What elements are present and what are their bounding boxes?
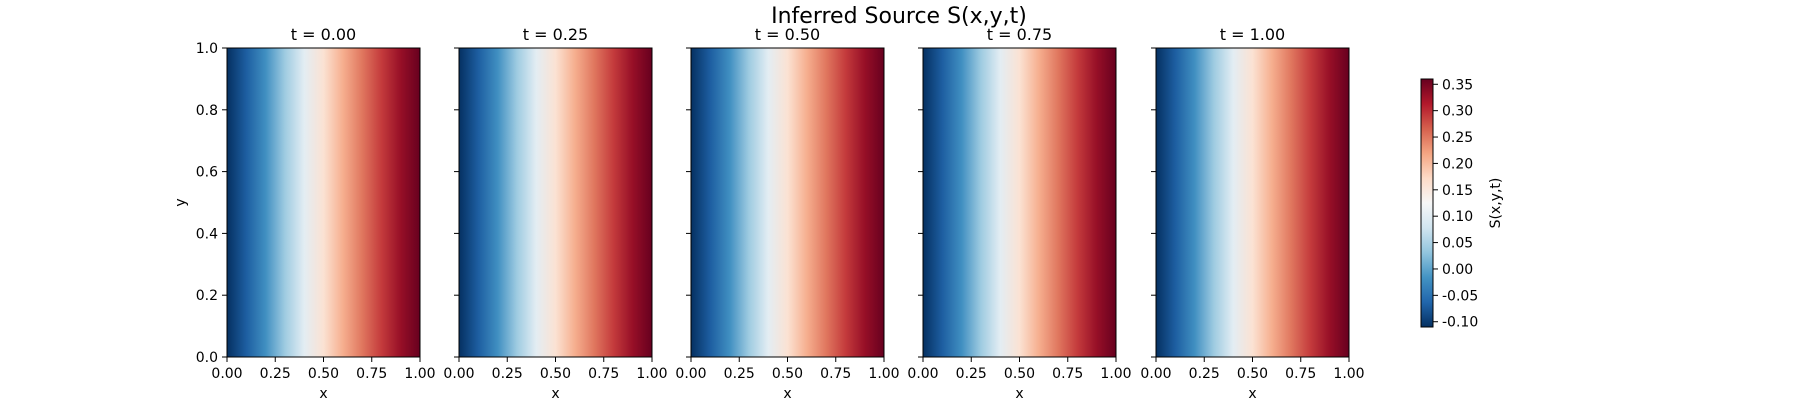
colorbar-tick-label: 0.00: [1442, 262, 1473, 278]
panel-title: t = 0.25: [523, 25, 588, 44]
colorbar-frame: [1420, 78, 1434, 328]
x-tick-label: 0.25: [724, 366, 755, 382]
heatmap-panel: t = 0.50 0.00 0.25 0.50 0.75 1.00 x: [675, 25, 899, 400]
x-tick-label: 0.00: [907, 366, 938, 382]
x-tick-label: 0.00: [211, 366, 242, 382]
colorbar-tick-label: -0.05: [1442, 288, 1478, 304]
x-axis-label: x: [783, 386, 791, 400]
x-tick-label: 0.75: [356, 366, 387, 382]
y-tick-label: 0.8: [196, 103, 218, 119]
x-tick-label: 1.00: [636, 366, 667, 382]
y-tick-label: 0.6: [196, 165, 218, 181]
x-tick-label: 0.25: [956, 366, 987, 382]
x-tick-label: 1.00: [404, 366, 435, 382]
x-axis-label: x: [1248, 386, 1256, 400]
y-tick-label: 0.2: [196, 288, 218, 304]
colorbar-gradient: [1421, 79, 1433, 327]
colorbar-label: S(x,y,t): [1488, 178, 1504, 229]
heatmap-panel: t = 1.00 0.00 0.25 0.50 0.75 1.00 x: [1140, 25, 1364, 400]
x-tick-label: 1.00: [1333, 366, 1364, 382]
colorbar-tick-label: 0.05: [1442, 236, 1473, 252]
panel-title: t = 0.50: [755, 25, 820, 44]
colorbar-tick-label: 0.20: [1442, 156, 1473, 172]
panel-title: t = 0.75: [987, 25, 1052, 44]
x-tick-label: 0.00: [443, 366, 474, 382]
y-tick-label: 0.4: [196, 226, 218, 242]
colorbar-tick-label: 0.25: [1442, 130, 1473, 146]
heatmap-panel: t = 0.75 0.00 0.25 0.50 0.75 1.00 x: [907, 25, 1131, 400]
x-tick-label: 0.50: [308, 366, 339, 382]
heatmap-panel: t = 0.00 0.00 0.25 0.50 0.75 1.00 x 0.0 0.2 0.4 0.…: [173, 25, 436, 400]
panel-title: t = 0.00: [291, 25, 356, 44]
x-tick-label: 0.50: [1237, 366, 1268, 382]
x-tick-label: 0.50: [772, 366, 803, 382]
heatmap-field: [923, 48, 1116, 357]
x-tick-label: 0.00: [675, 366, 706, 382]
x-tick-label: 0.00: [1140, 366, 1171, 382]
y-tick-label: 1.0: [196, 41, 218, 57]
colorbar-tick-label: 0.35: [1442, 77, 1473, 93]
x-tick-label: 0.25: [492, 366, 523, 382]
heatmap-panels: t = 0.00 0.00 0.25 0.50 0.75 1.00 x 0.0 0.2 0.4 0.…: [173, 25, 1365, 400]
colorbar-tick-label: 0.30: [1442, 104, 1473, 120]
y-tick-label: 0.0: [196, 350, 218, 366]
x-tick-label: 0.25: [260, 366, 291, 382]
x-tick-label: 0.50: [1004, 366, 1035, 382]
x-tick-label: 0.25: [1189, 366, 1220, 382]
figure-title: Inferred Source S(x,y,t): [771, 4, 1027, 29]
heatmap-field: [691, 48, 884, 357]
x-tick-label: 0.75: [588, 366, 619, 382]
x-tick-label: 1.00: [1100, 366, 1131, 382]
panel-title: t = 1.00: [1220, 25, 1285, 44]
heatmap-panel: t = 0.25 0.00 0.25 0.50 0.75 1.00 x: [443, 25, 667, 400]
y-axis-label: y: [173, 198, 189, 206]
x-axis-label: x: [319, 386, 327, 400]
x-tick-label: 0.75: [1285, 366, 1316, 382]
x-tick-label: 0.50: [540, 366, 571, 382]
colorbar-tick-label: 0.15: [1442, 183, 1473, 199]
x-axis-label: x: [551, 386, 559, 400]
heatmap-field: [227, 48, 420, 357]
colorbar-tick-label: 0.10: [1442, 209, 1473, 225]
x-axis-label: x: [1015, 386, 1023, 400]
heatmap-field: [459, 48, 652, 357]
x-tick-label: 0.75: [1052, 366, 1083, 382]
heatmap-field: [1156, 48, 1349, 357]
colorbar: -0.10 -0.05 0.00 0.05 0.10 0.15 0.20 0.25 0.30 0.…: [1420, 77, 1504, 331]
x-tick-label: 0.75: [820, 366, 851, 382]
colorbar-tick-label: -0.10: [1442, 315, 1478, 331]
x-tick-label: 1.00: [868, 366, 899, 382]
